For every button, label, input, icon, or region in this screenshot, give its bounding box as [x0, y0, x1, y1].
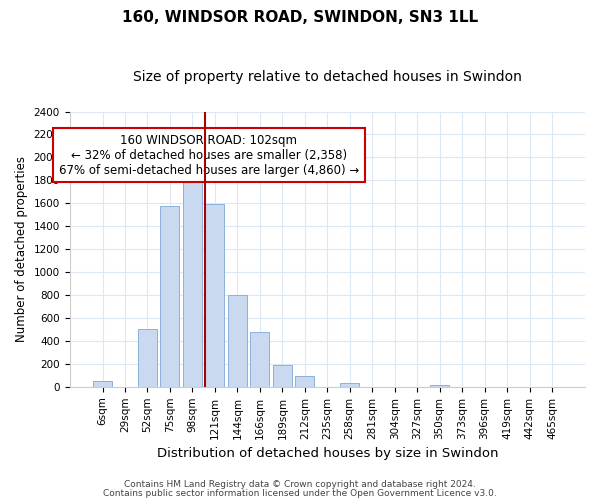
Bar [295, 376, 314, 387]
Bar [250, 332, 269, 387]
Bar [160, 206, 179, 387]
Bar [340, 384, 359, 387]
Bar [93, 380, 112, 387]
Text: 160 WINDSOR ROAD: 102sqm
← 32% of detached houses are smaller (2,358)
67% of sem: 160 WINDSOR ROAD: 102sqm ← 32% of detach… [59, 134, 359, 176]
Bar [273, 365, 292, 387]
Text: 160, WINDSOR ROAD, SWINDON, SN3 1LL: 160, WINDSOR ROAD, SWINDON, SN3 1LL [122, 10, 478, 25]
Y-axis label: Number of detached properties: Number of detached properties [15, 156, 28, 342]
Bar [183, 162, 202, 387]
X-axis label: Distribution of detached houses by size in Swindon: Distribution of detached houses by size … [157, 447, 498, 460]
Bar [430, 384, 449, 387]
Bar [228, 295, 247, 387]
Text: Contains HM Land Registry data © Crown copyright and database right 2024.: Contains HM Land Registry data © Crown c… [124, 480, 476, 489]
Title: Size of property relative to detached houses in Swindon: Size of property relative to detached ho… [133, 70, 522, 84]
Text: Contains public sector information licensed under the Open Government Licence v3: Contains public sector information licen… [103, 488, 497, 498]
Bar [205, 204, 224, 387]
Bar [138, 330, 157, 387]
